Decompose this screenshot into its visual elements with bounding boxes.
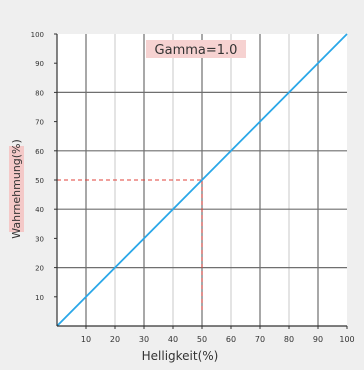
x-tick-label: 30 bbox=[139, 335, 149, 344]
x-axis-label: Helligkeit(%) bbox=[142, 349, 219, 363]
chart-title-group: Gamma=1.0 bbox=[146, 40, 246, 58]
x-tick-label: 20 bbox=[110, 335, 120, 344]
y-tick-label: 30 bbox=[35, 235, 44, 243]
y-axis-label-background bbox=[9, 146, 24, 232]
x-tick-label: 70 bbox=[255, 335, 265, 344]
y-tick-label: 70 bbox=[35, 119, 44, 127]
x-tick-label: 90 bbox=[313, 335, 323, 344]
x-tick-label: 40 bbox=[168, 335, 178, 344]
x-tick-label: 80 bbox=[284, 335, 294, 344]
y-tick-label: 60 bbox=[35, 148, 44, 156]
y-axis-label: Wahrnehmung(%) bbox=[10, 139, 23, 239]
y-tick-labels: 10 20 30 40 50 60 70 80 90 100 bbox=[31, 31, 57, 302]
y-tick-label: 40 bbox=[35, 206, 44, 214]
x-tick-label: 100 bbox=[339, 335, 354, 344]
y-tick-label: 80 bbox=[35, 89, 44, 97]
y-tick-label: 50 bbox=[35, 177, 44, 185]
x-tick-label: 50 bbox=[197, 335, 207, 344]
x-tick-labels: 10 20 30 40 50 60 70 80 90 100 bbox=[81, 326, 355, 344]
chart-title-background bbox=[146, 40, 246, 58]
chart-title: Gamma=1.0 bbox=[155, 43, 238, 58]
y-tick-label: 100 bbox=[31, 31, 44, 39]
y-tick-label: 10 bbox=[35, 294, 44, 302]
y-axis-label-group: Wahrnehmung(%) bbox=[9, 139, 24, 239]
series-layer bbox=[56, 33, 348, 327]
y-tick-label: 90 bbox=[35, 60, 44, 68]
x-tick-label: 60 bbox=[226, 335, 236, 344]
guide-lines bbox=[57, 179, 203, 312]
x-axis-label-group: Helligkeit(%) bbox=[142, 349, 219, 363]
x-tick-label: 10 bbox=[81, 335, 91, 344]
y-tick-label: 20 bbox=[35, 265, 44, 273]
series-line bbox=[56, 33, 348, 327]
